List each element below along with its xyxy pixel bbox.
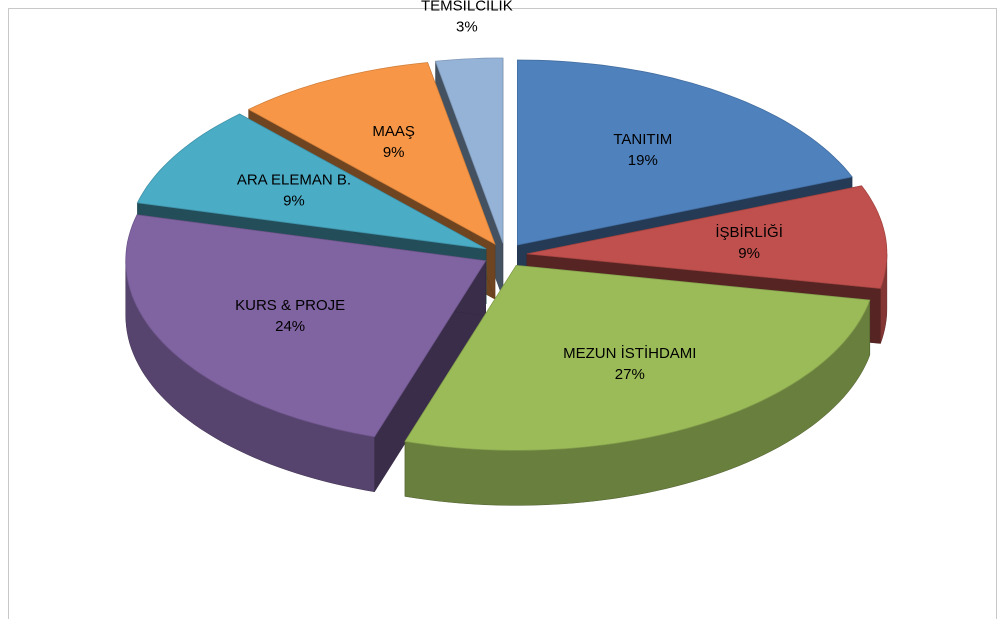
slice-label: ARA ELEMAN B. [237,171,351,188]
slice-value-label: 24% [275,318,305,335]
slice [404,264,871,451]
slice [526,185,888,289]
slice-value-label: 9% [383,144,405,161]
slice [247,62,496,246]
slice [434,57,504,244]
slice-label: MAAŞ [372,123,415,140]
slice [517,59,853,246]
slice-value-label: 19% [628,152,658,169]
slice-value-label: 9% [283,192,305,209]
slice-label: KURS & PROJE [235,297,345,314]
slice [136,113,487,250]
slice-value-label: 9% [738,245,760,262]
slice-label: TEMSİLCİLİK [421,0,513,15]
slice-value-label: 27% [615,366,645,383]
slice [125,214,487,438]
slice-label: TANITIM [613,131,672,148]
slice-label: İŞBİRLİĞİ [715,223,783,241]
slice-value-label: 3% [456,19,478,36]
slice-label: MEZUN İSTİHDAMI [563,344,696,362]
